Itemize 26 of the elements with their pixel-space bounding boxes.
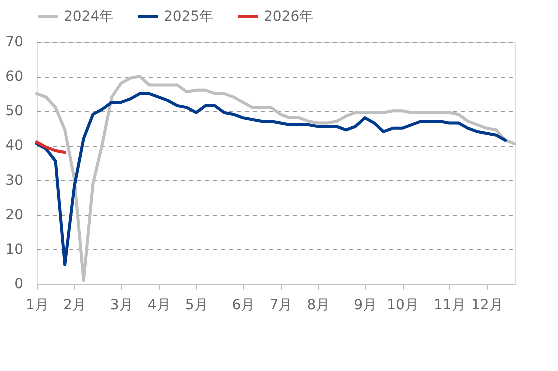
legend-label: 2026年 — [264, 8, 314, 25]
y-tick-label: 0 — [14, 276, 24, 292]
y-tick-label: 30 — [6, 172, 24, 189]
legend-label: 2024年 — [64, 8, 114, 25]
x-tick-label: 1月 — [26, 298, 49, 314]
x-tick-label: 2月 — [64, 298, 86, 314]
y-tick-label: 50 — [6, 104, 24, 120]
x-tick-label: 10月 — [387, 298, 419, 314]
y-tick-label: 70 — [6, 34, 24, 50]
line-series — [36, 75, 516, 282]
x-tick-label: 5月 — [185, 298, 208, 314]
x-tick-label: 3月 — [110, 298, 134, 314]
x-tick-label: 11月 — [434, 298, 466, 314]
y-tick-label: 40 — [6, 138, 24, 154]
line-series — [36, 92, 508, 266]
x-tick-label: 7月 — [270, 298, 293, 314]
x-tick-label: 12月 — [471, 298, 504, 314]
x-tick-label: 4月 — [148, 298, 171, 314]
legend-label: 2025年 — [164, 8, 214, 25]
y-tick-label: 20 — [6, 207, 24, 224]
x-tick-label: 6月 — [232, 298, 256, 314]
line-series — [36, 140, 67, 154]
y-tick-label: 10 — [6, 242, 24, 258]
x-tick-label: 8月 — [307, 298, 330, 314]
y-tick-label: 60 — [6, 69, 24, 86]
x-tick-label: 9月 — [354, 298, 377, 314]
